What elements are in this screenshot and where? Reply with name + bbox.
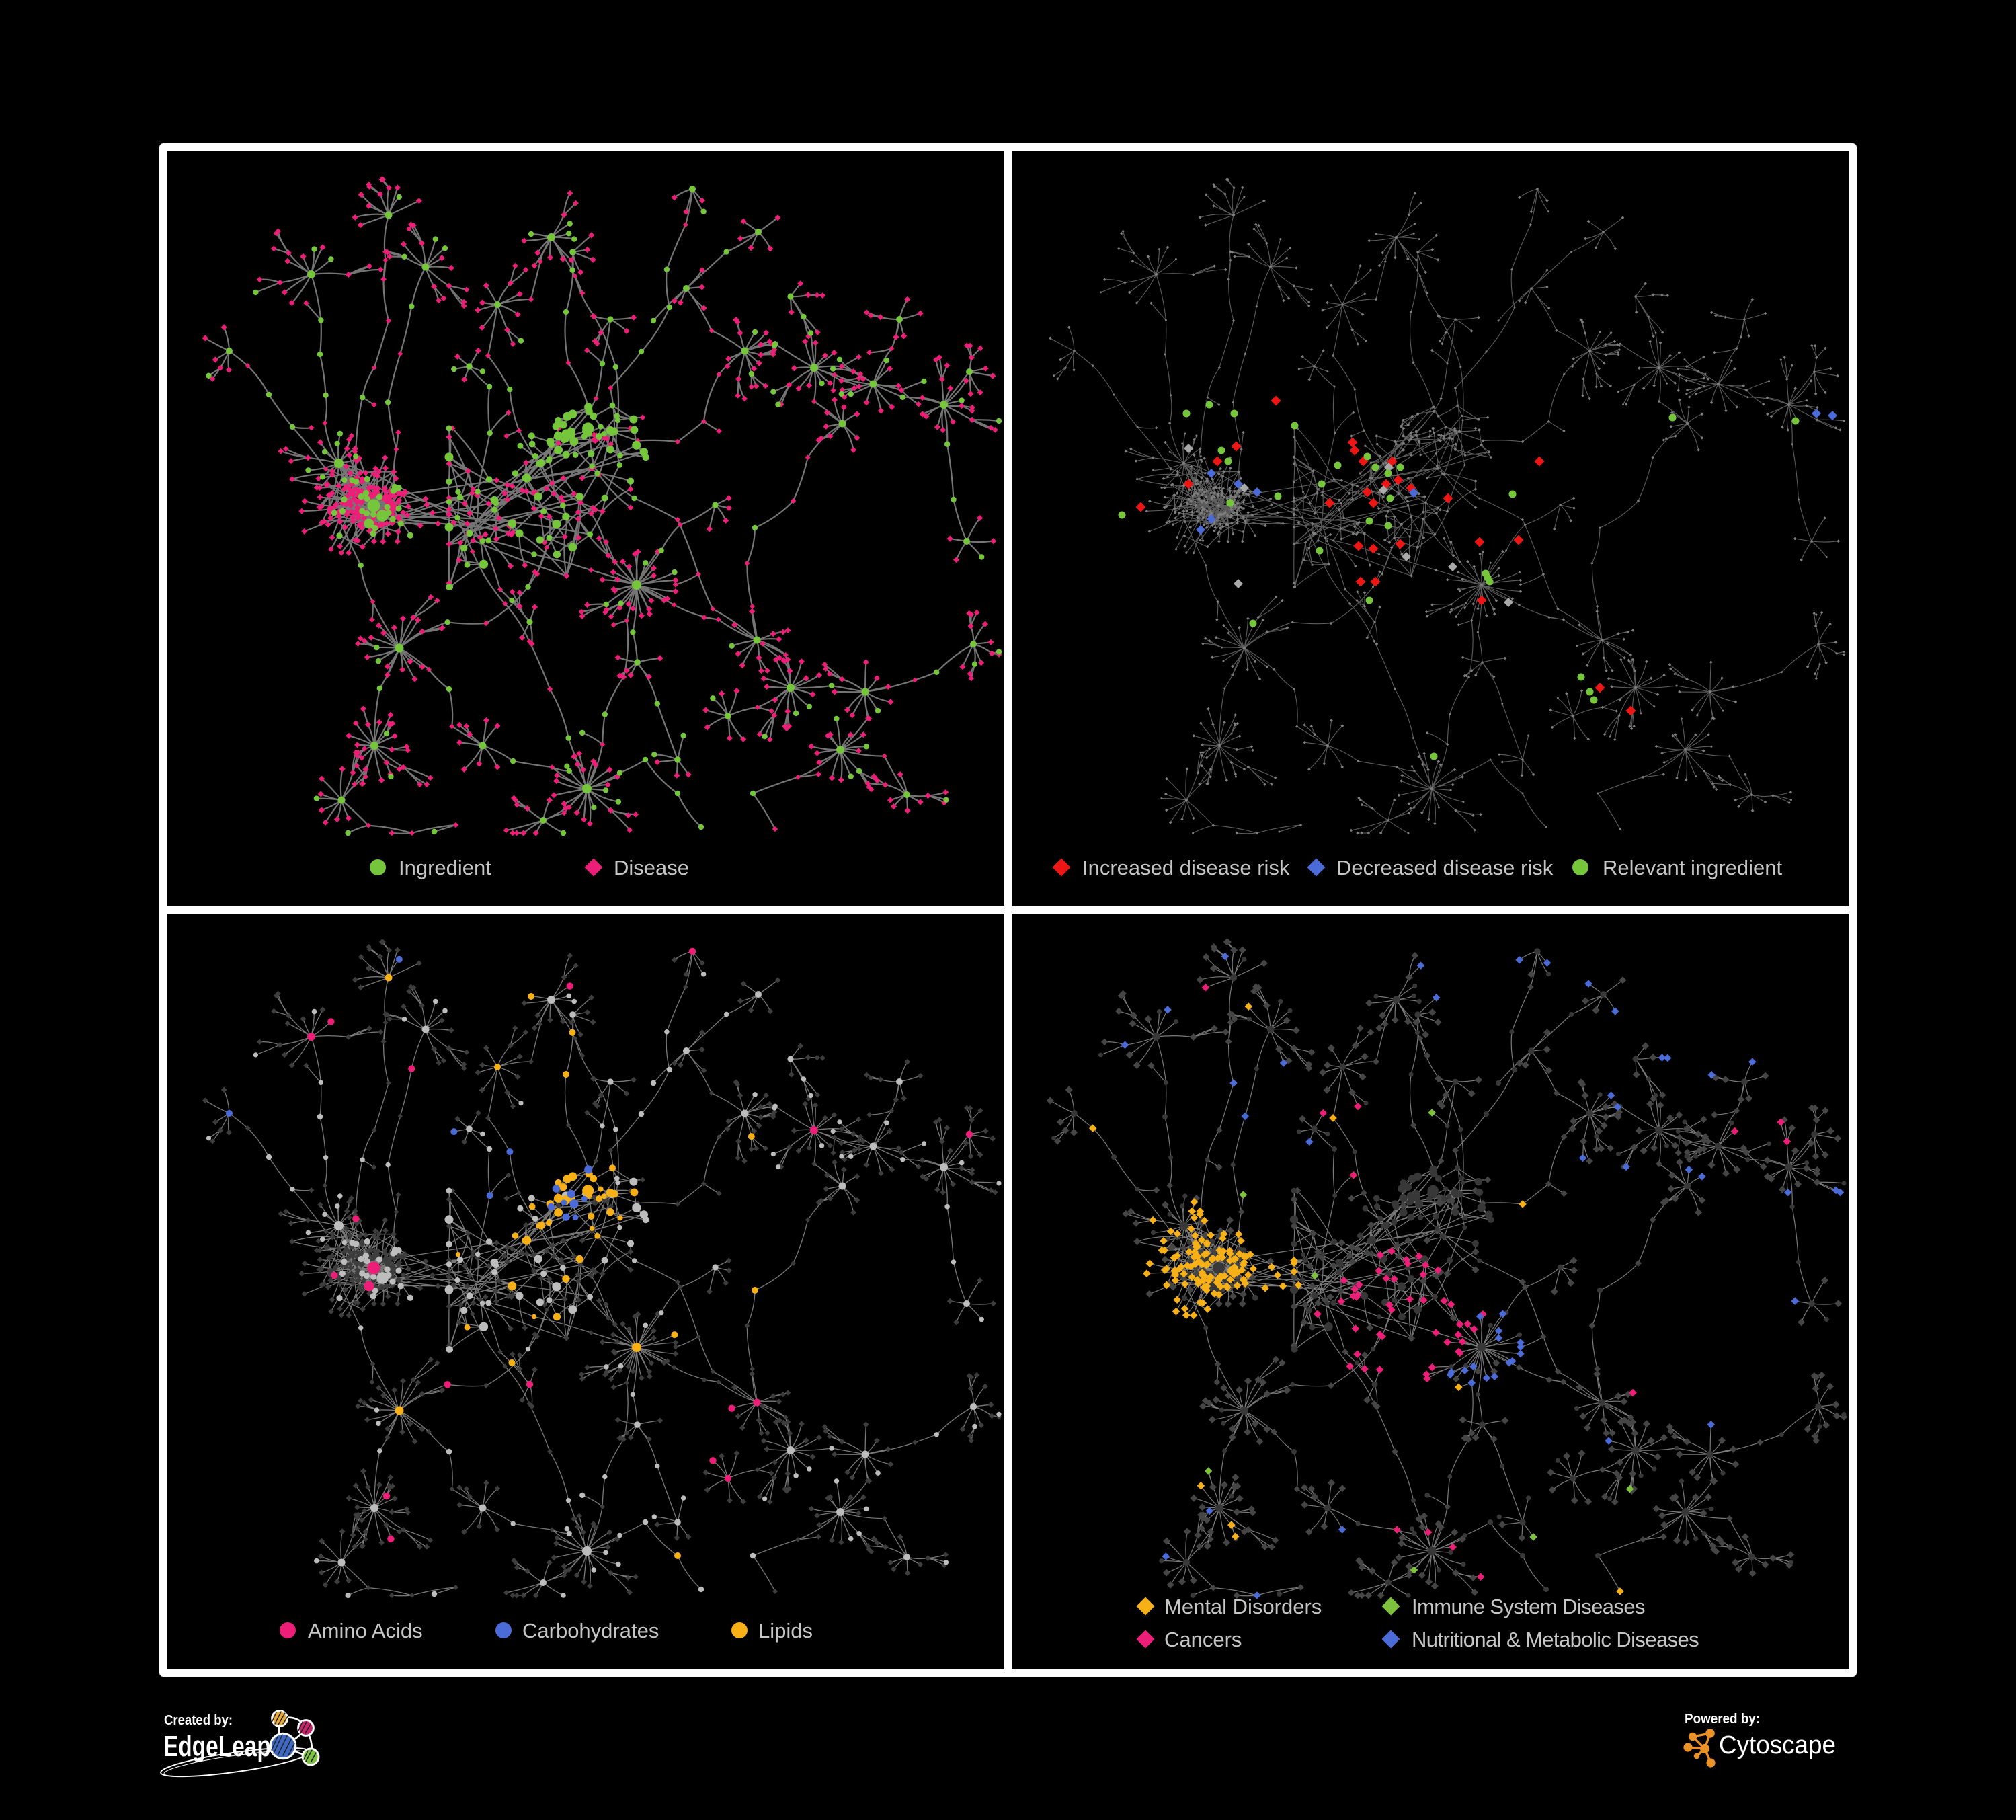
svg-text:Nutritional & Metabolic Diseas: Nutritional & Metabolic Diseases (1412, 1628, 1699, 1651)
svg-text:Immune System Diseases: Immune System Diseases (1412, 1595, 1645, 1618)
svg-text:Carbohydrates: Carbohydrates (522, 1619, 659, 1643)
svg-text:Lipids: Lipids (758, 1619, 813, 1643)
svg-text:Disease: Disease (614, 856, 689, 879)
svg-text:Cancers: Cancers (1164, 1628, 1242, 1651)
svg-text:Increased disease risk: Increased disease risk (1082, 856, 1290, 879)
svg-text:Relevant ingredient: Relevant ingredient (1603, 856, 1783, 879)
svg-text:Powered by:: Powered by: (1685, 1712, 1760, 1727)
svg-text:Ingredient: Ingredient (399, 856, 491, 879)
svg-text:Cytoscape: Cytoscape (1719, 1731, 1836, 1759)
svg-text:Amino Acids: Amino Acids (308, 1619, 423, 1643)
svg-text:Created by:: Created by: (164, 1713, 233, 1728)
svg-text:Mental Disorders: Mental Disorders (1164, 1595, 1322, 1618)
svg-text:EdgeLeap: EdgeLeap (163, 1731, 271, 1763)
svg-text:Decreased disease risk: Decreased disease risk (1336, 856, 1554, 879)
